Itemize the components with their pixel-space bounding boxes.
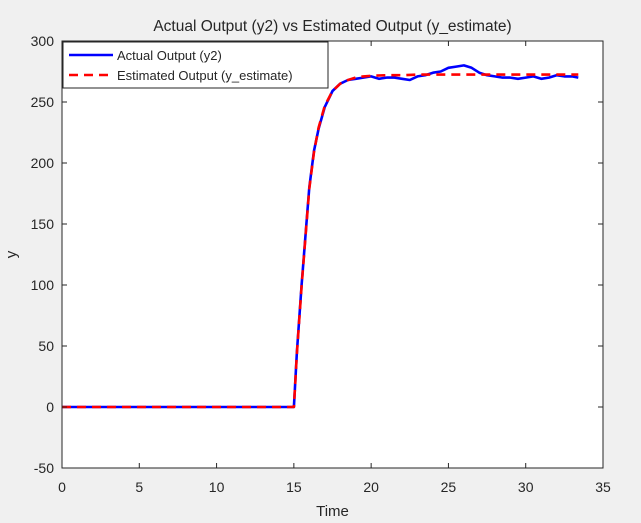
- x-tick-label: 25: [441, 479, 457, 495]
- x-tick-label: 30: [518, 479, 534, 495]
- y-tick-label: 200: [31, 155, 55, 171]
- x-tick-label: 20: [363, 479, 379, 495]
- legend-label: Actual Output (y2): [117, 48, 222, 63]
- series-layer: [62, 64, 579, 409]
- y-tick-label: 150: [31, 216, 55, 232]
- y-tick-label: 250: [31, 94, 55, 110]
- legend: Actual Output (y2) Estimated Output (y_es…: [62, 41, 329, 89]
- x-tick-label: 0: [58, 479, 66, 495]
- y-tick-label: 300: [31, 33, 55, 49]
- chart-title: Actual Output (y2) vs Estimated Output (…: [153, 18, 511, 35]
- plot-area: [62, 41, 603, 468]
- axes-box: [61, 40, 604, 469]
- legend-label: Estimated Output (y_estimate): [117, 68, 293, 83]
- x-tick-label: 35: [595, 479, 611, 495]
- y-tick-label: 0: [46, 399, 54, 415]
- series-line-estimate: [62, 73, 579, 409]
- x-axis-label: Time: [316, 503, 349, 520]
- y-tick-label: -50: [34, 460, 54, 476]
- y-tick-label: 50: [38, 338, 54, 354]
- y-axis-label: y: [3, 250, 20, 258]
- y-tick-label: 100: [31, 277, 55, 293]
- legend-box: [62, 41, 329, 89]
- x-tick-label: 10: [209, 479, 225, 495]
- x-tick-label: 5: [135, 479, 143, 495]
- x-tick-label: 15: [286, 479, 302, 495]
